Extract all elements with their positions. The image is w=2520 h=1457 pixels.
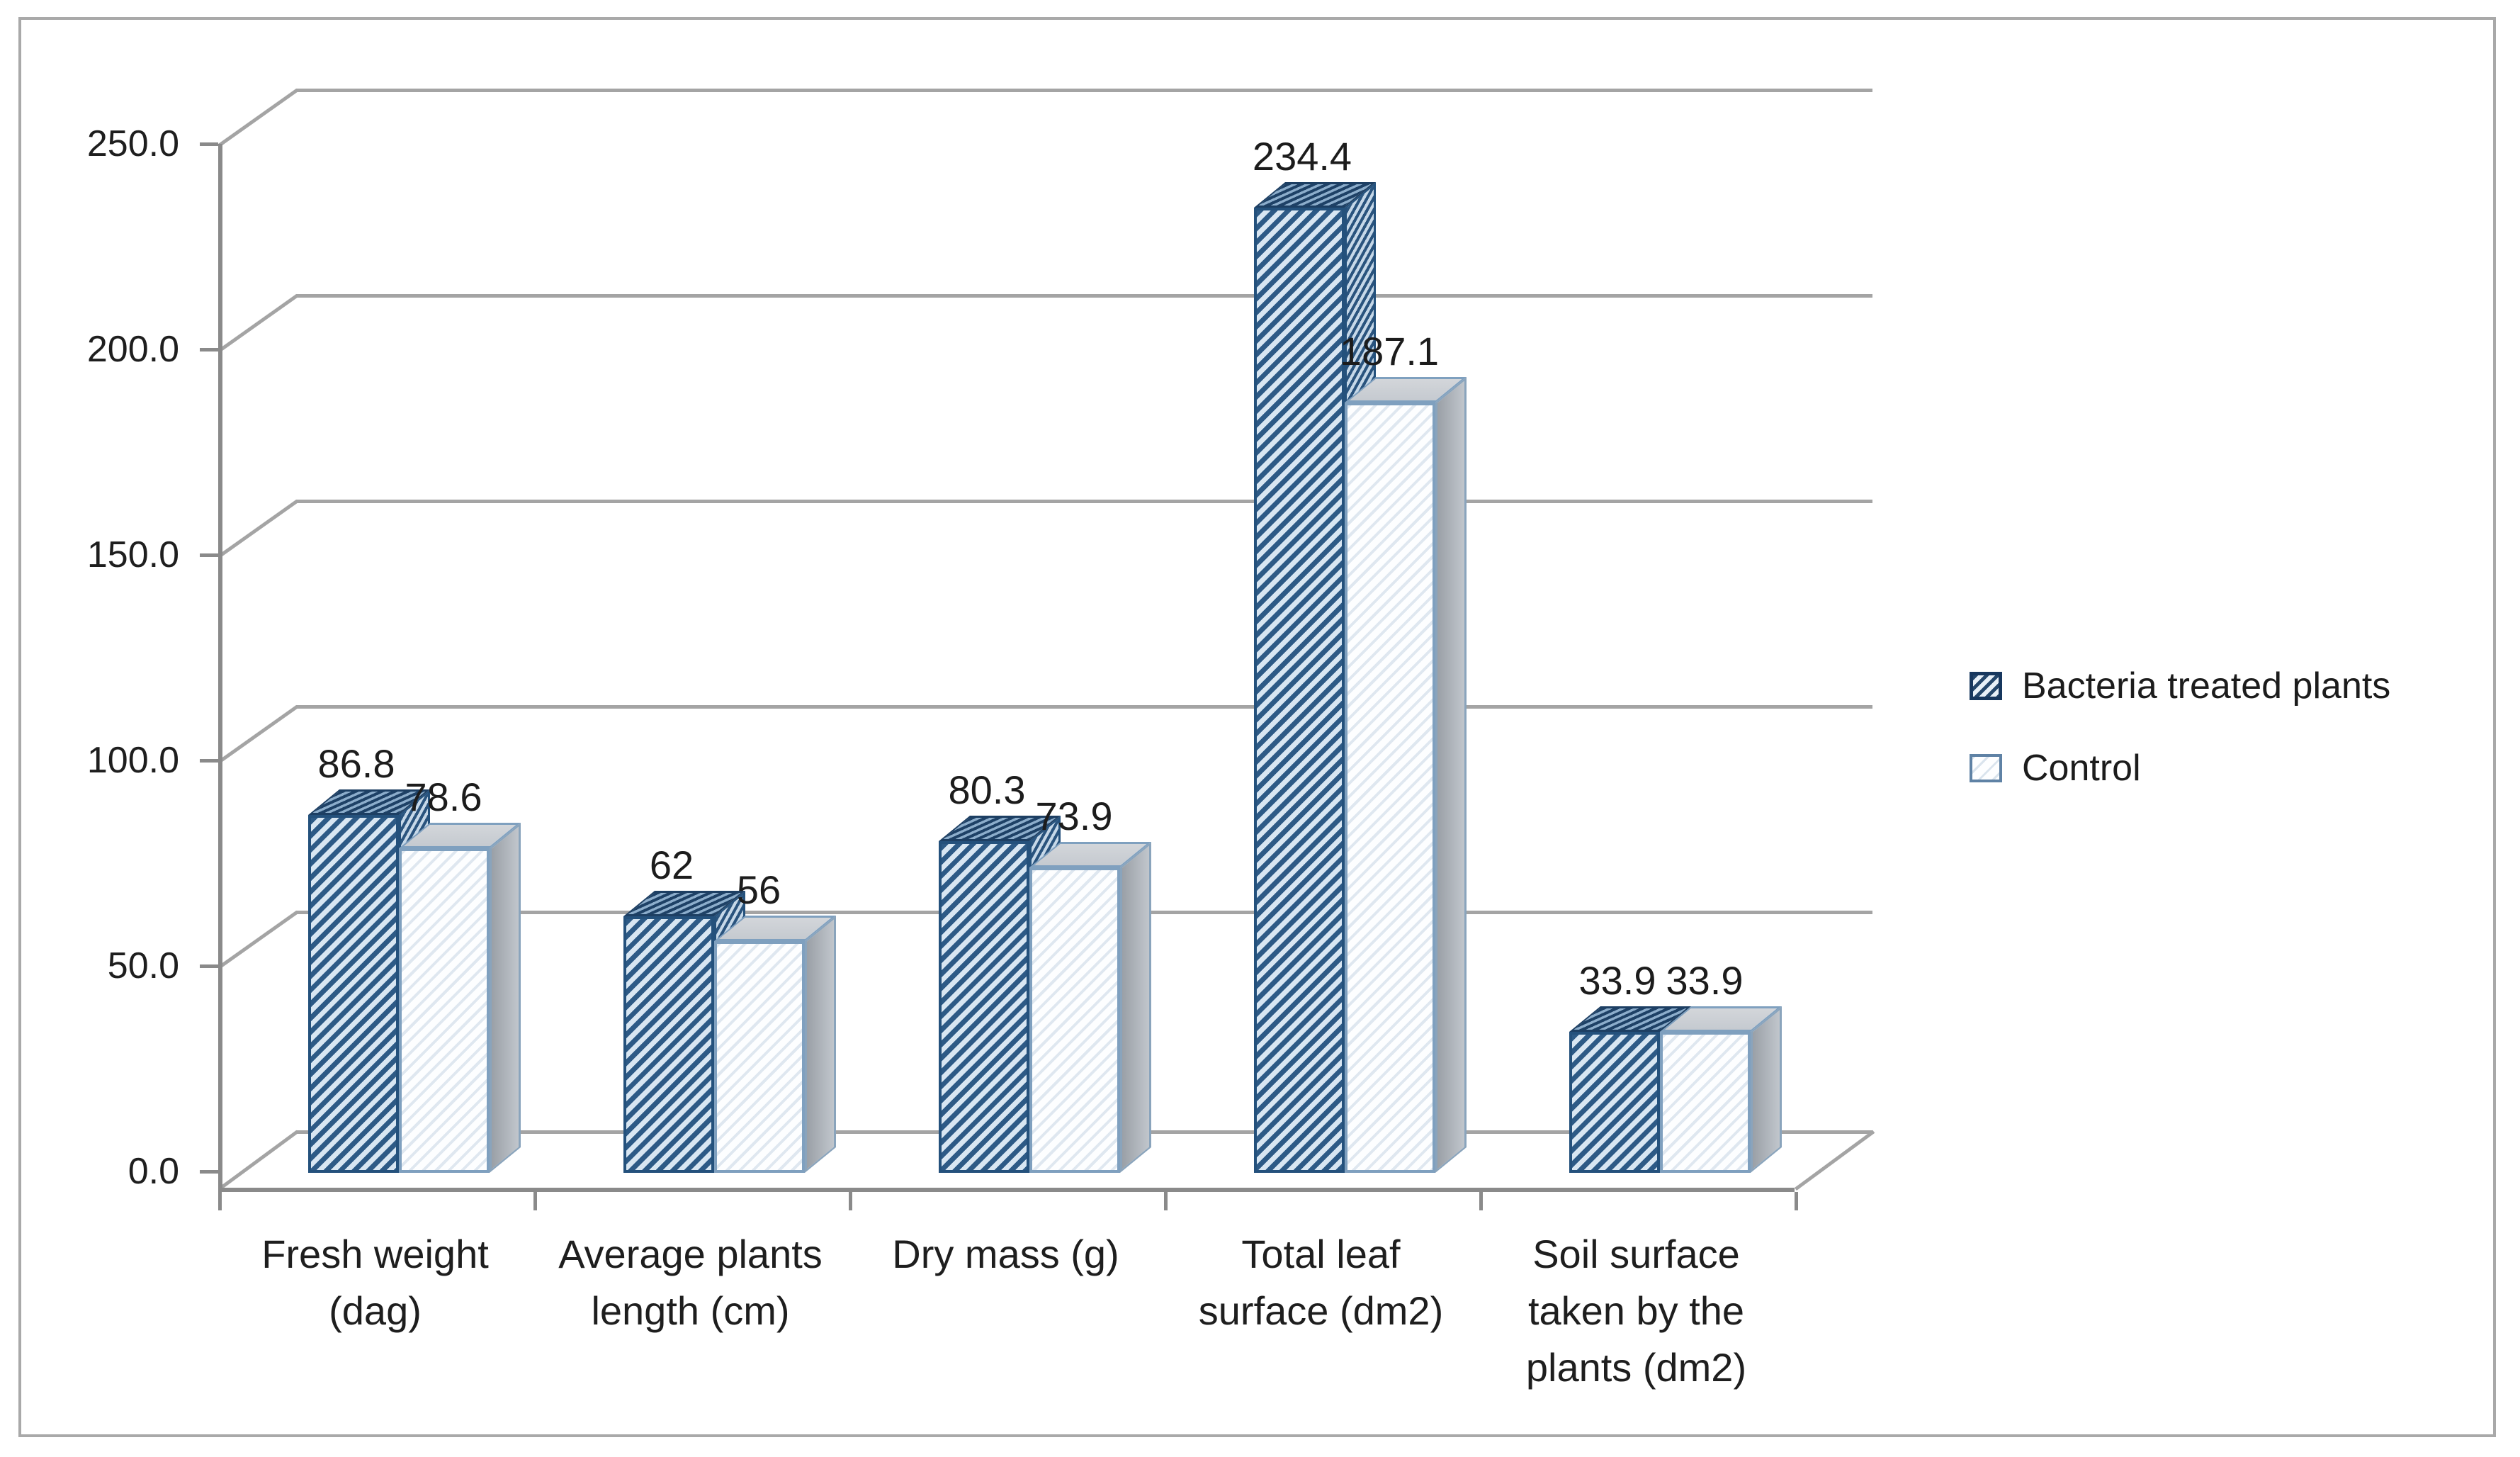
value-axis-tick-label: 200.0 (86, 329, 179, 370)
bar-front-bacteria-treated (1569, 1032, 1660, 1173)
category-axis-tick (533, 1192, 537, 1210)
bar-front-bacteria-treated (623, 916, 714, 1173)
data-label: 62 (649, 843, 694, 888)
gridline (296, 294, 1872, 298)
legend-swatch-bacteria-treated (1970, 672, 2002, 700)
category-axis-tick (849, 1192, 852, 1210)
gridline (296, 500, 1872, 503)
value-axis-tick (200, 553, 218, 557)
value-axis-line (218, 144, 222, 1192)
bar-front-bacteria-treated (1254, 208, 1345, 1173)
gridline (296, 705, 1872, 709)
data-label: 33.9 (1666, 958, 1744, 1003)
bar-front-control (1345, 402, 1435, 1173)
category-axis-tick (1164, 1192, 1168, 1210)
value-axis-tick (200, 142, 218, 146)
bar-front-control (1660, 1032, 1751, 1173)
category-label: Soil surface taken by the plants (dm2) (1525, 1232, 1747, 1390)
data-label: 187.1 (1339, 328, 1440, 373)
category-axis-tick (1795, 1192, 1798, 1210)
bar-front-control (1029, 867, 1120, 1173)
legend-label: Bacteria treated plants (2022, 665, 2391, 707)
gridline (296, 89, 1872, 92)
category-label: Dry mass (g) (892, 1232, 1119, 1276)
value-axis-tick (200, 1170, 218, 1174)
data-label: 56 (736, 867, 781, 913)
data-label: 33.9 (1578, 958, 1656, 1003)
value-axis-tick (200, 348, 218, 351)
value-axis-tick-label: 250.0 (86, 123, 179, 164)
legend-label: Control (2022, 748, 2141, 789)
legend-swatch-control (1970, 754, 2002, 782)
data-label: 234.4 (1252, 134, 1352, 179)
value-axis-tick-label: 0.0 (128, 1151, 179, 1192)
value-axis-tick-label: 50.0 (107, 945, 179, 986)
category-axis-line (218, 1188, 1795, 1192)
data-label: 80.3 (948, 767, 1026, 813)
value-axis-tick (200, 964, 218, 968)
bar-front-control (399, 848, 490, 1173)
category-label: Fresh weight (dag) (261, 1232, 489, 1333)
data-label: 86.8 (317, 741, 395, 786)
bar-front-control (714, 941, 805, 1173)
value-axis-tick-label: 100.0 (86, 740, 179, 781)
bar-front-bacteria-treated (939, 841, 1029, 1173)
value-axis-tick-label: 150.0 (86, 534, 179, 575)
bar-front-bacteria-treated (308, 814, 399, 1173)
category-axis-tick (218, 1192, 222, 1210)
category-label: Total leaf surface (dm2) (1198, 1232, 1444, 1333)
category-axis-tick (1479, 1192, 1483, 1210)
category-label: Average plants length (cm) (558, 1232, 823, 1333)
data-label: 78.6 (405, 775, 482, 820)
value-axis-tick (200, 759, 218, 763)
data-label: 73.9 (1035, 794, 1113, 839)
